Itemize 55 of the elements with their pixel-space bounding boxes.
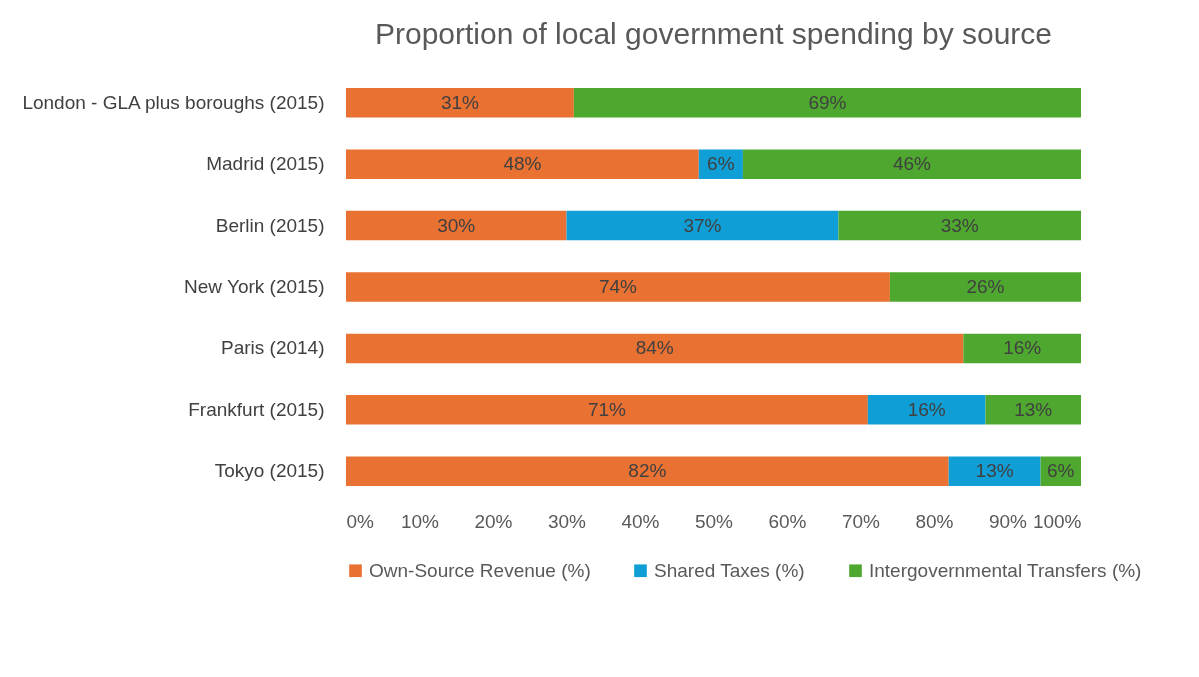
y-tick-label: London - GLA plus boroughs (2015) [22,91,325,113]
bar [867,395,986,425]
y-tick-label: Madrid (2015) [206,153,325,175]
data-label: 31% [440,91,480,113]
data-label: 74% [598,276,638,297]
data-label: 13% [975,460,1014,482]
x-tick-label: 70% [841,510,881,532]
data-label: 69% [808,91,847,113]
y-tick-label: Berlin (2015) [215,214,325,236]
y-tick-label: Frankfurt (2015) [188,398,325,420]
data-label: 16% [1003,337,1042,359]
x-tick-label: 60% [768,510,807,532]
bar [566,210,839,241]
bar [346,149,699,179]
chart-title: Proportion of local government spending by source [374,17,1053,50]
x-tick-label: 80% [915,510,954,532]
y-tick-label: Paris (2014) [221,337,325,359]
bar [889,272,1081,302]
x-tick-label: 0% [346,510,375,532]
legend-label: Shared Taxes (%) [654,559,805,581]
data-label: 26% [966,276,1005,297]
y-tick-label: Tokyo (2015) [214,460,325,482]
bar [346,210,567,241]
bar [346,333,964,364]
bar [838,210,1081,241]
data-label: 71% [587,398,627,420]
bar [573,87,1081,118]
legend-label: Own-Source Revenue (%) [369,559,591,581]
bar [346,272,890,302]
x-tick-label: 30% [547,510,587,532]
data-label: 84% [635,337,674,359]
bar [346,87,574,118]
bar [346,395,868,425]
data-label: 6% [1047,460,1075,482]
x-tick-label: 90% [988,510,1028,532]
data-label: 33% [940,214,979,236]
data-label: 37% [683,214,722,236]
data-label: 13% [1014,398,1053,420]
data-label: 48% [503,153,542,175]
x-tick-label: 50% [694,510,734,532]
x-tick-label: 100% [1032,510,1082,532]
bar [985,395,1081,425]
data-label: 6% [707,153,735,175]
data-label: 82% [628,460,667,482]
data-label: 16% [907,398,946,420]
x-tick-label: 40% [621,510,660,532]
bar [742,149,1081,179]
bar [346,456,949,487]
x-tick-label: 20% [474,510,513,532]
y-tick-label: New York (2015) [184,276,325,297]
x-tick-label: 10% [400,510,440,532]
bar [963,333,1081,364]
legend-label: Intergovernmental Transfers (%) [869,559,1142,581]
data-label: 30% [437,214,476,236]
data-label: 46% [892,153,932,175]
